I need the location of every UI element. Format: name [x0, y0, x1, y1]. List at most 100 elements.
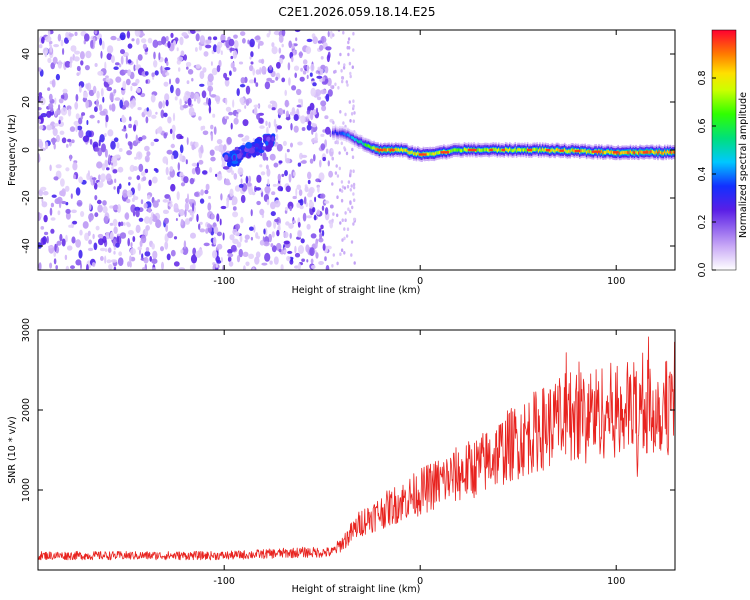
spectrogram-cell: [155, 111, 158, 115]
spectrogram-cell: [285, 116, 291, 121]
spectrogram-cell: [183, 176, 189, 184]
spectrogram-cell: [232, 67, 237, 72]
spectrogram-ridge-cell: [543, 149, 545, 152]
spectrogram-cell: [263, 228, 266, 235]
spectrogram-cell: [349, 119, 352, 123]
spectrogram-cell: [307, 179, 311, 185]
spectrogram-cell: [158, 101, 163, 109]
spectrogram-cell: [125, 133, 128, 139]
spectrogram-cell: [250, 61, 254, 65]
spectrogram-cell: [145, 116, 149, 124]
spectrogram-cell: [169, 128, 173, 134]
spectrogram-cell: [232, 211, 239, 218]
spectrogram-ridge-cell: [395, 147, 397, 151]
spectrogram-cell: [78, 176, 83, 184]
spectrogram-cell: [271, 231, 275, 238]
spectrogram-cell: [308, 188, 314, 196]
spectrogram-cell: [176, 191, 180, 201]
spectrogram-cell: [224, 154, 229, 161]
spectrogram-cell: [134, 206, 141, 212]
spectrogram-cell: [168, 203, 173, 208]
spectrogram-cell: [205, 39, 212, 44]
spectrogram-cell: [50, 44, 53, 53]
spectrogram-cell: [131, 197, 135, 202]
spectrogram-cell: [343, 251, 346, 255]
spectrogram-ridge-cell: [507, 149, 510, 153]
spectrogram-cell: [162, 156, 168, 164]
spectrogram-cell: [228, 261, 234, 267]
spectrogram-cell: [110, 259, 118, 263]
spectrogram-cell: [248, 175, 252, 183]
spectrogram-cell: [288, 223, 294, 229]
spectrogram-peak-cell: [591, 150, 601, 153]
spectrogram-cell: [80, 60, 84, 66]
spectrogram-cell: [108, 154, 111, 163]
spectrogram-cell: [236, 88, 240, 97]
spectrogram-cell: [110, 55, 115, 63]
spectrogram-cell: [153, 138, 159, 142]
spectrogram-ridge-cell: [408, 151, 411, 155]
spectrogram-cell: [46, 124, 53, 131]
spectrogram-cell: [146, 151, 151, 157]
spectrogram-ridge-cell: [514, 147, 517, 151]
spectrogram-cell: [100, 173, 106, 182]
spectrogram-cell: [186, 80, 190, 85]
spectrogram-cell: [293, 65, 300, 71]
spectrogram-cell: [278, 222, 281, 230]
spectrogram-cell: [309, 72, 313, 77]
spectrogram-cell: [352, 222, 355, 226]
spectrogram-ridge-cell: [573, 149, 576, 153]
spectrogram-cell: [138, 136, 143, 142]
spectrogram-ridge-cell: [629, 150, 632, 154]
spectrogram-cell: [198, 116, 202, 121]
spectrogram-ridge-cell: [451, 149, 453, 153]
spectrogram-ridge-cell: [517, 148, 519, 152]
spectrogram-panel: -100 0 100 -40 -20 0 20 40 Height of straight l…: [7, 29, 676, 296]
spectrogram-cell: [247, 39, 250, 45]
spectrogram-cell: [352, 182, 356, 187]
spectrogram-cell: [116, 37, 121, 42]
spectrogram-cell: [97, 181, 104, 188]
spectrogram-cell: [142, 43, 147, 50]
spectrogram-cell: [75, 94, 79, 102]
spectrogram-cell: [281, 77, 286, 83]
spectrogram-cell: [331, 85, 334, 90]
spectrogram-ridge-cell: [402, 149, 404, 153]
spectrogram-cell: [244, 105, 247, 109]
spectrogram-cell: [213, 36, 218, 41]
spectrogram-cell: [118, 221, 121, 227]
spectrogram-cell: [350, 184, 353, 188]
spectrogram-cell: [199, 198, 205, 204]
spectrogram-cell: [108, 264, 113, 270]
spectrogram-cell: [51, 194, 57, 198]
spectrogram-cell: [85, 99, 89, 109]
spectrogram-cell: [348, 61, 352, 66]
spectrogram-cell: [53, 258, 57, 265]
spectrogram-cell: [76, 199, 83, 207]
spectrogram-ridge-cell: [627, 151, 629, 155]
y-tick-label: 0: [21, 147, 32, 153]
spectrogram-cell: [250, 236, 253, 241]
spectrogram-cell: [297, 162, 302, 167]
spectrogram-cell: [265, 164, 269, 170]
spectrogram-cell: [345, 234, 349, 238]
spectrogram-cell: [180, 249, 184, 254]
spectrogram-cell: [344, 218, 347, 222]
spectrogram-ridge-cell: [539, 147, 541, 151]
spectrogram-cell: [346, 227, 350, 231]
spectrogram-cell: [155, 219, 162, 229]
spectrogram-cell: [93, 242, 98, 251]
spectrogram-cell: [195, 250, 202, 258]
spectrogram-cell: [245, 175, 249, 184]
spectrogram-cell: [40, 226, 45, 230]
spectrogram-cell: [151, 258, 158, 265]
spectrogram-ridge-cell: [541, 147, 544, 151]
spectrogram-cell: [321, 205, 325, 211]
spectrogram-cell: [130, 242, 133, 248]
spectrogram-cell: [113, 226, 118, 234]
spectrogram-ridge-cell: [484, 148, 486, 152]
spectrogram-cell: [71, 236, 76, 244]
spectrogram-cell: [38, 119, 41, 123]
spectrogram-ridge-cell: [355, 138, 357, 141]
spectrogram-cell: [42, 47, 49, 55]
